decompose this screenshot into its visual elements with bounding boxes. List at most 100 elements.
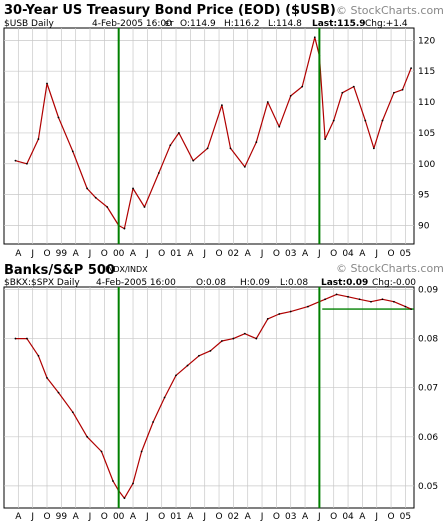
bottom-y-tick-label: 0.07 — [418, 384, 438, 394]
top-x-tick-label: A — [73, 249, 80, 259]
bottom-x-tick-label: O — [330, 512, 337, 522]
top-price-point — [401, 88, 404, 91]
top-plot-frame — [3, 27, 415, 245]
top-price-point — [123, 227, 126, 230]
top-price-point — [324, 138, 327, 140]
bottom-x-tick-label: O — [273, 512, 280, 522]
bottom-x-tick-label: A — [302, 512, 309, 522]
bottom-x-tick-label: O — [215, 512, 222, 522]
bottom-x-tick-label: A — [15, 512, 22, 522]
bottom-price-point — [198, 354, 200, 357]
top-symbol: $USB Daily — [4, 19, 55, 29]
bottom-price-point — [123, 497, 126, 500]
top-x-tick-label: A — [130, 249, 137, 259]
top-y-tick-label: 110 — [418, 98, 435, 108]
bottom-x-tick-label: J — [145, 512, 149, 522]
top-quote-last: Last:115.9 — [312, 19, 366, 29]
bottom-x-tick-label: J — [202, 512, 206, 522]
bottom-x-tick-label: J — [374, 512, 378, 522]
top-quote-low: L:114.8 — [268, 19, 302, 29]
top-price-point — [243, 165, 246, 168]
bottom-price-point — [307, 305, 309, 308]
top-x-tick-label: O — [158, 249, 165, 259]
top-x-tick-label: J — [88, 249, 92, 259]
top-price-point — [157, 172, 160, 174]
bottom-x-tick-label: A — [130, 512, 137, 522]
bottom-y-tick-label: 0.06 — [418, 433, 438, 443]
top-x-tick-label: J — [317, 249, 321, 259]
top-x-tick-label: O — [388, 249, 395, 259]
top-quote-tz: ET — [165, 20, 174, 28]
top-y-tick-label: 95 — [418, 191, 429, 201]
bottom-price-point — [358, 298, 361, 301]
top-x-tick-label: O — [43, 249, 50, 259]
top-price-point — [106, 206, 109, 208]
bottom-price-point — [57, 391, 60, 394]
bottom-price-point — [381, 298, 384, 301]
bottom-symbol: $BKX:$SPX Daily — [4, 278, 80, 288]
bottom-price-point — [100, 450, 103, 453]
top-price-point — [132, 187, 134, 190]
bottom-chart-panel: 0.050.060.070.080.09A J O 99 A J O 00 A J O 01 A J O 02… — [3, 285, 438, 522]
top-x-tick-label: J — [202, 249, 206, 259]
bottom-x-tick-label: 04 — [342, 512, 354, 522]
top-price-point — [169, 144, 172, 147]
bottom-x-tick-label: A — [245, 512, 252, 522]
top-price-point — [229, 147, 232, 150]
top-price-point — [393, 91, 395, 94]
bottom-x-tick-label: J — [88, 512, 92, 522]
bottom-price-point — [175, 374, 177, 377]
bottom-price-point — [221, 340, 223, 342]
top-price-point — [372, 147, 375, 150]
top-price-point — [177, 132, 180, 134]
bottom-quote-open: O:0.08 — [196, 278, 226, 288]
top-watermark: © StockCharts.com — [336, 4, 443, 17]
bottom-price-point — [404, 305, 407, 308]
top-price-point — [192, 159, 195, 162]
top-x-tick-label: A — [359, 249, 366, 259]
bottom-chart-title: Banks/S&P 500 — [4, 263, 115, 278]
bottom-price-point — [14, 337, 17, 340]
bottom-price-point — [132, 482, 134, 485]
bottom-price-point — [255, 337, 258, 340]
top-x-tick-label: 00 — [113, 249, 125, 259]
bottom-price-point — [393, 300, 395, 303]
top-price-series — [15, 36, 412, 230]
top-x-tick-label: J — [30, 249, 34, 259]
top-price-point — [37, 138, 40, 140]
bottom-price-point — [324, 298, 327, 301]
top-x-tick-label: 03 — [285, 249, 296, 259]
top-y-tick-label: 115 — [418, 67, 435, 77]
bottom-x-tick-label: J — [30, 512, 34, 522]
bottom-x-tick-label: 00 — [113, 512, 125, 522]
top-price-point — [364, 119, 367, 122]
bottom-quote-change: Chg:-0.00 — [372, 278, 416, 288]
top-quote-open: O:114.9 — [180, 19, 216, 29]
top-price-point — [278, 125, 281, 128]
top-price-point — [266, 101, 269, 103]
bottom-price-point — [163, 396, 166, 399]
bottom-price-point — [71, 411, 74, 414]
top-price-point — [341, 91, 344, 94]
top-x-tick-label: O — [330, 249, 337, 259]
bottom-chart-title-suffix: INDX/INDX — [105, 265, 148, 274]
bottom-price-point — [278, 313, 281, 315]
top-quote-change: Chg:+1.4 — [365, 19, 408, 29]
bottom-price-point — [112, 480, 114, 482]
top-x-tick-label: J — [260, 249, 264, 259]
bottom-quote-date: 4-Feb-2005 16:00 — [96, 278, 176, 288]
top-price-point — [57, 116, 60, 119]
top-price-point — [332, 119, 335, 122]
bottom-price-point — [46, 376, 48, 379]
top-price-point — [143, 206, 146, 208]
bottom-x-tick-label: 01 — [170, 512, 181, 522]
bottom-x-tick-label: J — [260, 512, 264, 522]
bottom-quote-high: H:0.09 — [240, 278, 270, 288]
bottom-price-point — [370, 300, 372, 303]
top-x-tick-label: A — [245, 249, 252, 259]
bottom-x-tick-label: J — [317, 512, 321, 522]
bottom-price-point — [86, 435, 89, 438]
top-x-tick-label: 02 — [228, 249, 239, 259]
